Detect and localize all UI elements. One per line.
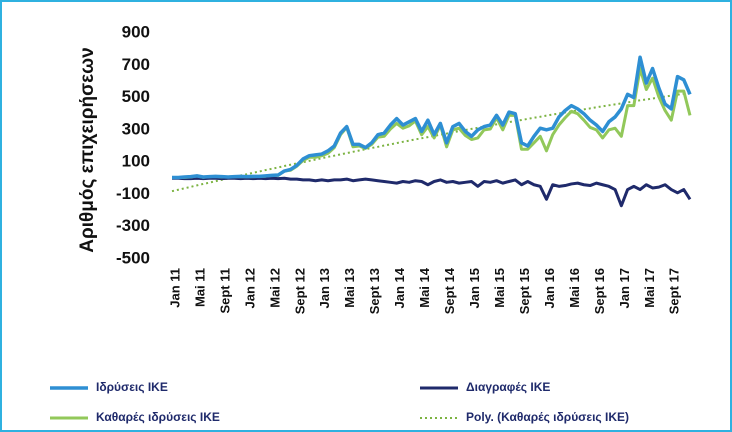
series-line — [172, 55, 692, 180]
y-tick-label: -100 — [116, 184, 150, 203]
legend-label: Διαγραφές ΙΚΕ — [466, 380, 550, 394]
x-tick-label: Mai 17 — [642, 268, 657, 308]
y-axis-label: Αριθμός επιχειρήσεων — [77, 47, 98, 252]
y-tick-label: 700 — [122, 55, 150, 74]
x-tick-label: Sept 12 — [292, 268, 307, 314]
x-tick-label: Jan 14 — [392, 267, 407, 308]
y-tick-label: 300 — [122, 119, 150, 138]
x-tick-label: Mai 12 — [267, 268, 282, 308]
y-tick-label: 900 — [122, 22, 150, 41]
x-tick-label: Mai 14 — [417, 267, 432, 308]
x-tick-label: Mai 11 — [192, 268, 207, 307]
x-tick-label: Sept 14 — [442, 267, 457, 314]
x-tick-label: Jan 13 — [317, 268, 332, 308]
x-tick-label: Sept 17 — [667, 268, 682, 314]
x-tick-label: Jan 16 — [542, 268, 557, 308]
x-tick-label: Jan 11 — [167, 268, 182, 308]
x-tick-label: Sept 11 — [217, 268, 232, 314]
legend-label: Ιδρύσεις ΙΚΕ — [96, 380, 168, 394]
y-tick-label: -500 — [116, 248, 150, 267]
x-tick-label: Sept 15 — [517, 268, 532, 314]
legend-label: Poly. (Καθαρές ιδρύσεις ΙΚΕ) — [466, 410, 629, 424]
legend-label: Καθαρές ιδρύσεις ΙΚΕ — [96, 410, 220, 424]
series-line — [172, 176, 692, 208]
y-tick-label: 100 — [122, 152, 150, 171]
x-tick-label: Sept 16 — [592, 268, 607, 314]
x-tick-label: Jan 12 — [242, 268, 257, 308]
y-tick-label: -300 — [116, 216, 150, 235]
x-tick-label: Jan 17 — [617, 268, 632, 308]
x-tick-label: Jan 15 — [467, 268, 482, 308]
y-tick-label: 500 — [122, 87, 150, 106]
x-tick-label: Mai 16 — [567, 268, 582, 308]
series-line — [171, 91, 691, 193]
x-tick-label: Mai 15 — [492, 268, 507, 308]
x-tick-label: Mai 13 — [342, 268, 357, 308]
x-tick-label: Sept 13 — [367, 268, 382, 314]
